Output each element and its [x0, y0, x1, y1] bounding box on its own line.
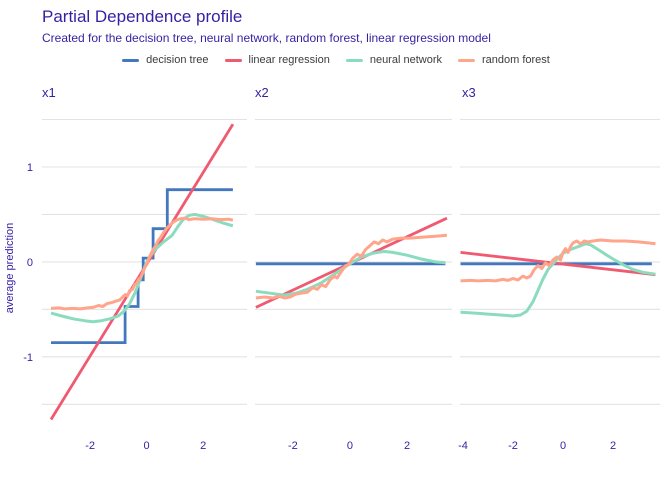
series-line-random-forest-x3 [460, 238, 656, 283]
chart-title: Partial Dependence profile [42, 7, 243, 26]
legend-item-label: linear regression [248, 54, 330, 66]
facet-label-x3: x3 [462, 85, 476, 100]
series-line-neural-network-x2 [255, 249, 446, 297]
x-tick-label: 2 [200, 440, 206, 452]
legend-item-label: decision tree [146, 54, 209, 66]
y-tick-label: 1 [27, 162, 33, 174]
legend-swatch [345, 58, 363, 62]
x-tick-label: -4 [458, 440, 468, 452]
y-tick-label: 0 [27, 257, 33, 269]
x-tick-label: -2 [508, 440, 518, 452]
series-line-random-forest-x1 [50, 216, 234, 311]
chart-subtitle: Created for the decision tree, neural ne… [42, 31, 491, 45]
legend-item-random-forest: random forest [457, 54, 550, 66]
y-tick-label: -1 [23, 352, 33, 364]
x-tick-label: 0 [144, 440, 150, 452]
x-tick-label: -2 [85, 440, 95, 452]
legend: decision tree linear regression neural net… [0, 54, 672, 66]
legend-item-label: neural network [369, 54, 442, 66]
legend-item-linear-regression: linear regression [224, 54, 330, 66]
legend-item-decision-tree: decision tree [122, 54, 209, 66]
facet-label-x1: x1 [42, 85, 56, 100]
series-line-random-forest-x2 [255, 233, 448, 300]
legend-item-neural-network: neural network [345, 54, 442, 66]
x-tick-label: 2 [610, 440, 616, 452]
x-tick-label: 2 [404, 440, 410, 452]
legend-swatch [457, 58, 475, 62]
legend-swatch [224, 58, 242, 62]
series-line-linear-regression-x3 [460, 251, 656, 277]
x-tick-label: 0 [347, 440, 353, 452]
x-tick-label: 0 [560, 440, 566, 452]
facet-label-x2: x2 [255, 85, 269, 100]
legend-swatch [122, 58, 140, 62]
x-tick-label: -2 [288, 440, 298, 452]
legend-item-label: random forest [481, 54, 550, 66]
